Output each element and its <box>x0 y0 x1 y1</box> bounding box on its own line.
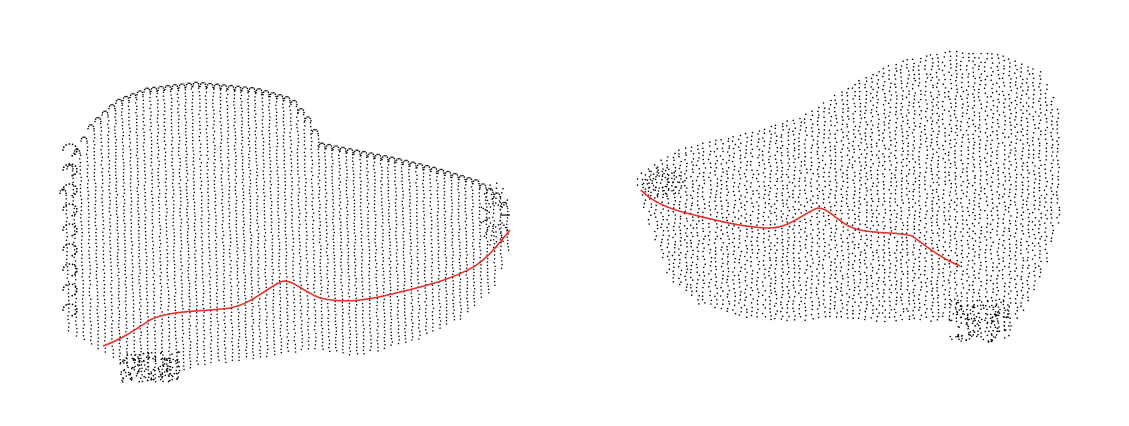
point-cloud-right <box>636 50 1061 343</box>
point-cloud-left <box>59 81 510 383</box>
red-curve-left <box>102 229 511 347</box>
point-cloud-right-svg <box>636 50 1061 343</box>
red-curve-right <box>640 189 961 267</box>
point-cloud-view-left <box>0 0 560 426</box>
point-cloud-left-svg <box>59 81 511 383</box>
point-cloud-view-right <box>560 0 1129 426</box>
